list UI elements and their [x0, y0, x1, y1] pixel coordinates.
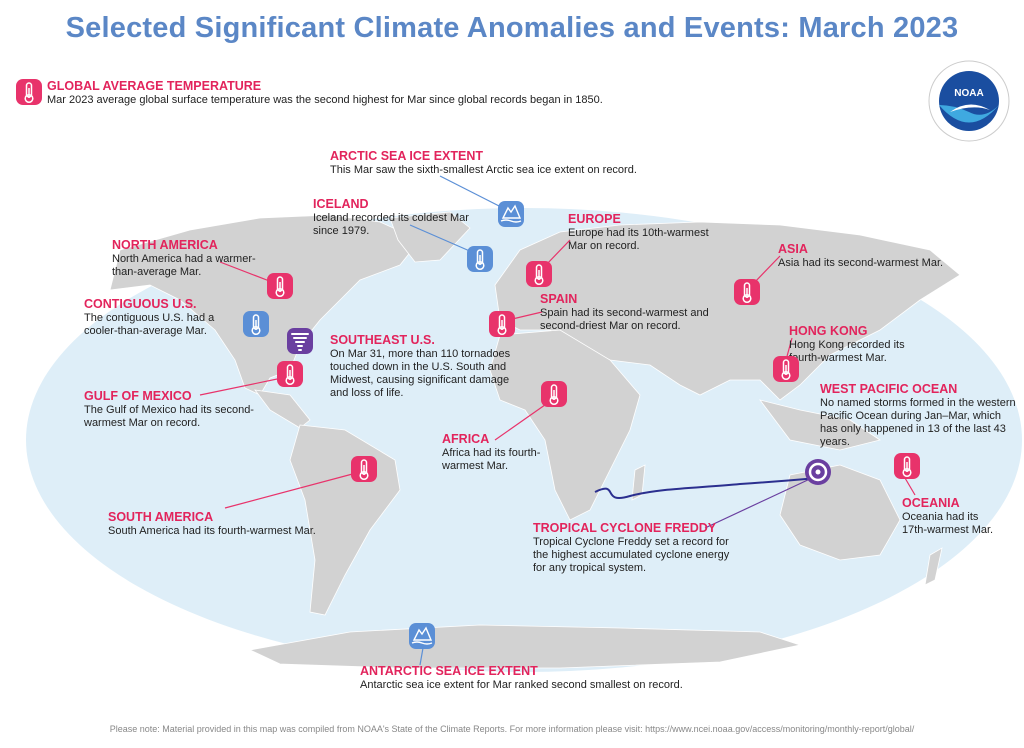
thermometer-warm-icon: [734, 279, 760, 305]
annotation-cyclone-freddy: TROPICAL CYCLONE FREDDY Tropical Cyclone …: [533, 521, 733, 575]
annotation-title: CONTIGUOUS U.S.: [84, 297, 197, 311]
annotation-text: Spain had its second-warmest and second-…: [540, 307, 709, 332]
leader-line-oceania: [904, 477, 916, 496]
sea-ice-icon: [498, 201, 524, 227]
annotation-text: Antarctic sea ice extent for Mar ranked …: [360, 679, 683, 691]
footer-note: Please note: Material provided in this m…: [109, 724, 915, 734]
annotation-title: ARCTIC SEA ICE EXTENT: [330, 149, 484, 163]
thermometer-warm-icon: [16, 79, 42, 105]
annotation-title: GULF OF MEXICO: [84, 389, 192, 403]
noaa-logo: NOAA: [928, 60, 1010, 142]
thermometer-warm-icon: [894, 453, 920, 479]
annotation-hong-kong: HONG KONG Hong Kong recorded its fourth-w…: [789, 324, 939, 365]
annotation-global: GLOBAL AVERAGE TEMPERATURE Mar 2023 avera…: [47, 79, 667, 107]
thermometer-warm-icon: [773, 356, 799, 382]
annotation-text: Asia had its second-warmest Mar.: [778, 257, 944, 269]
thermometer-warm-icon: [489, 311, 515, 337]
annotation-title: HONG KONG: [789, 324, 868, 338]
leader-line-africa: [494, 399, 553, 441]
annotation-text: The Gulf of Mexico had its second-warmes…: [84, 404, 254, 429]
thermometer-warm-icon: [541, 381, 567, 407]
thermometer-warm-icon: [267, 273, 293, 299]
annotation-title: ICELAND: [313, 197, 369, 211]
thermometer-warm-icon: [351, 456, 377, 482]
annotation-title: SOUTH AMERICA: [108, 510, 214, 524]
annotation-title: OCEANIA: [902, 496, 960, 510]
leader-line-antarctic: [419, 647, 424, 666]
annotation-text: South America had its fourth-warmest Mar…: [108, 525, 316, 537]
annotation-title: SOUTHEAST U.S.: [330, 333, 435, 347]
cyclone-icon: [805, 459, 831, 485]
southeast-asia: [759, 399, 881, 451]
thermometer-cool-icon: [243, 311, 269, 337]
leader-line-europe: [544, 239, 571, 267]
leader-line-gulf-of-mexico: [199, 377, 283, 396]
annotation-title: ASIA: [778, 242, 808, 256]
annotation-text: Africa had its fourth-warmest Mar.: [442, 447, 541, 472]
annotation-title: NORTH AMERICA: [112, 238, 218, 252]
tornado-icon: [287, 328, 313, 354]
leader-line-north-america: [219, 261, 273, 283]
annotation-text: Oceania had its 17th-warmest Mar.: [902, 511, 994, 536]
annotation-oceania: OCEANIA Oceania had its 17th-warmest Mar.: [902, 496, 1002, 537]
annotation-title: WEST PACIFIC OCEAN: [820, 382, 958, 396]
greenland: [389, 211, 471, 263]
continents: [109, 211, 961, 669]
annotation-text: Iceland recorded its coldest Mar since 1…: [313, 212, 469, 237]
annotation-text: The contiguous U.S. had a cooler-than-av…: [84, 312, 215, 337]
annotation-title: EUROPE: [568, 212, 621, 226]
thermometer-warm-icon: [277, 361, 303, 387]
annotation-text: North America had a warmer-than-average …: [112, 253, 256, 278]
thermometer-cool-icon: [467, 246, 493, 272]
annotation-iceland: ICELAND Iceland recorded its coldest Mar …: [313, 197, 473, 238]
annotation-text: Tropical Cyclone Freddy set a record for…: [533, 536, 730, 574]
annotation-southeast-us: SOUTHEAST U.S. On Mar 31, more than 110 t…: [330, 333, 520, 400]
page-title: Selected Significant Climate Anomalies a…: [65, 12, 959, 44]
annotation-text: Hong Kong recorded its fourth-warmest Ma…: [789, 339, 905, 364]
annotation-title: GLOBAL AVERAGE TEMPERATURE: [47, 79, 262, 93]
annotation-text: No named storms formed in the western Pa…: [820, 397, 1016, 448]
annotation-contiguous-us: CONTIGUOUS U.S. The contiguous U.S. had a…: [84, 297, 244, 338]
annotation-text: This Mar saw the sixth-smallest Arctic s…: [330, 164, 637, 176]
sea-ice-icon: [409, 623, 435, 649]
annotation-title: SPAIN: [540, 292, 578, 306]
central-america: [254, 389, 311, 429]
leader-lines: [199, 175, 916, 666]
africa: [489, 329, 641, 521]
leader-line-cyclone-freddy: [704, 477, 813, 529]
antarctica: [248, 624, 802, 669]
leader-line-arctic: [439, 175, 504, 209]
annotation-title: ANTARCTIC SEA ICE EXTENT: [360, 664, 538, 678]
annotation-title: TROPICAL CYCLONE FREDDY: [533, 521, 717, 535]
new-zealand: [924, 547, 943, 586]
annotation-africa: AFRICA Africa had its fourth-warmest Mar.: [442, 432, 562, 473]
annotation-europe: EUROPE Europe had its 10th-warmest Mar on…: [568, 212, 718, 253]
leader-line-iceland: [409, 224, 473, 253]
annotation-south-america: SOUTH AMERICA South America had its fourt…: [108, 510, 348, 538]
annotation-spain: SPAIN Spain had its second-warmest and se…: [540, 292, 720, 333]
annotation-antarctic: ANTARCTIC SEA ICE EXTENT Antarctic sea ic…: [360, 664, 700, 692]
cyclone-freddy-track: [594, 477, 819, 499]
annotation-arctic: ARCTIC SEA ICE EXTENT This Mar saw the si…: [330, 149, 650, 177]
thermometer-warm-icon: [526, 261, 552, 287]
annotation-text: On Mar 31, more than 110 tornadoes touch…: [330, 348, 511, 399]
annotation-north-america: NORTH AMERICA North America had a warmer-…: [112, 238, 277, 279]
annotation-text: Mar 2023 average global surface temperat…: [47, 94, 603, 106]
annotation-gulf-of-mexico: GULF OF MEXICO The Gulf of Mexico had its…: [84, 389, 264, 430]
annotation-west-pacific: WEST PACIFIC OCEAN No named storms formed…: [820, 382, 1020, 449]
leader-line-south-america: [224, 471, 361, 509]
australia: [779, 464, 901, 561]
annotation-title: AFRICA: [442, 432, 490, 446]
annotation-text: Europe had its 10th-warmest Mar on recor…: [568, 227, 709, 252]
svg-text:NOAA: NOAA: [954, 88, 983, 99]
madagascar: [631, 464, 646, 501]
annotation-asia: ASIA Asia had its second-warmest Mar.: [778, 242, 978, 270]
